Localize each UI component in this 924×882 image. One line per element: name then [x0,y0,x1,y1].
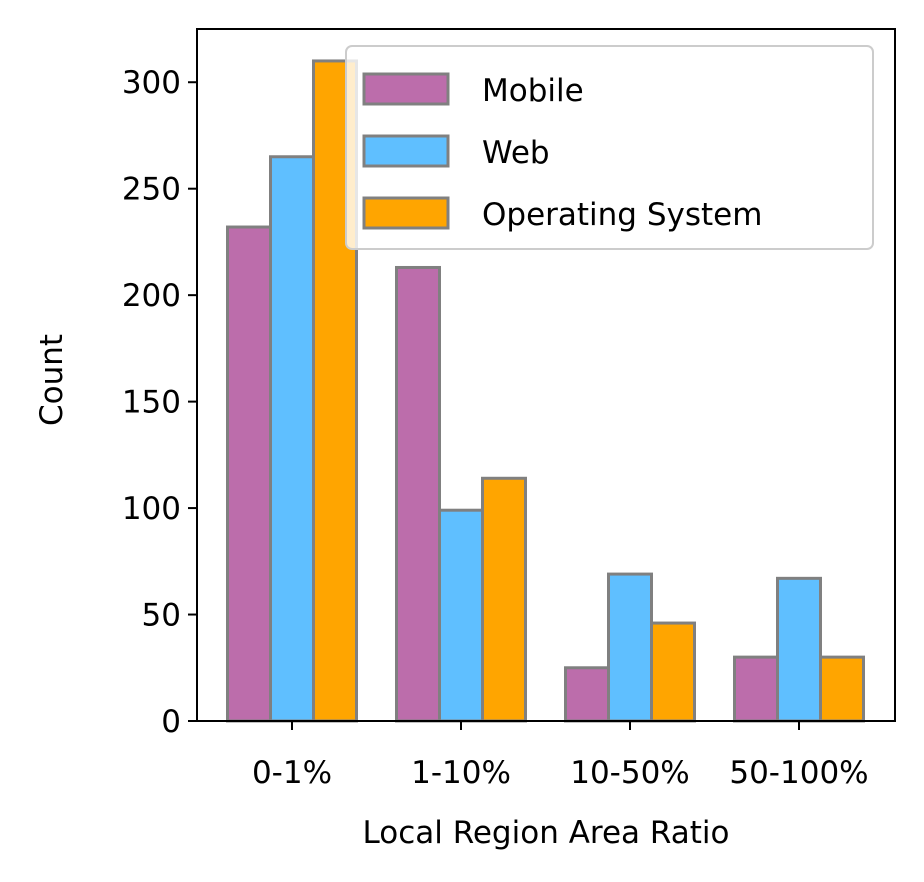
bar-web-3 [776,576,822,723]
legend-swatch-operating-system [362,196,450,230]
plot-frame [196,28,896,722]
legend-label-mobile: Mobile [482,73,584,109]
y-tick-label: 50 [142,598,181,634]
bar-operating-system-2 [650,621,696,723]
x-tick-label: 1-10% [411,755,511,791]
y-tick-label: 150 [122,385,181,421]
y-tick-label: 300 [122,65,181,101]
y-axis-title: Count [34,334,70,426]
bar-mobile-2 [564,666,610,723]
bar-web-1 [438,508,484,723]
y-tick-label: 100 [122,491,181,527]
legend-swatch-web [362,134,450,168]
legend-swatch-mobile [362,72,450,106]
x-tick-label: 50-100% [729,755,868,791]
x-tick-label: 10-50% [570,755,690,791]
y-tick-label: 0 [161,704,181,740]
x-tick-label: 0-1% [252,755,332,791]
bar-web-2 [607,572,653,723]
legend: Mobile Web Operating System [345,45,874,250]
y-tick-label: 250 [122,172,181,208]
bar-web-0 [269,155,315,723]
legend-box [345,45,874,250]
bar-operating-system-3 [819,655,865,723]
y-tick-label: 200 [122,278,181,314]
axes-layer: 0 50 100 150 200 250 300 0-1% 1-10% 10-50% 50-100% [122,28,896,791]
x-axis-title: Local Region Area Ratio [363,815,730,851]
legend-label-web: Web [482,135,550,171]
bar-operating-system-1 [481,476,527,723]
bar-mobile-3 [733,655,779,723]
bar-mobile-0 [226,225,272,723]
legend-label-operating-system: Operating System [482,197,762,233]
bar-mobile-1 [395,265,441,723]
